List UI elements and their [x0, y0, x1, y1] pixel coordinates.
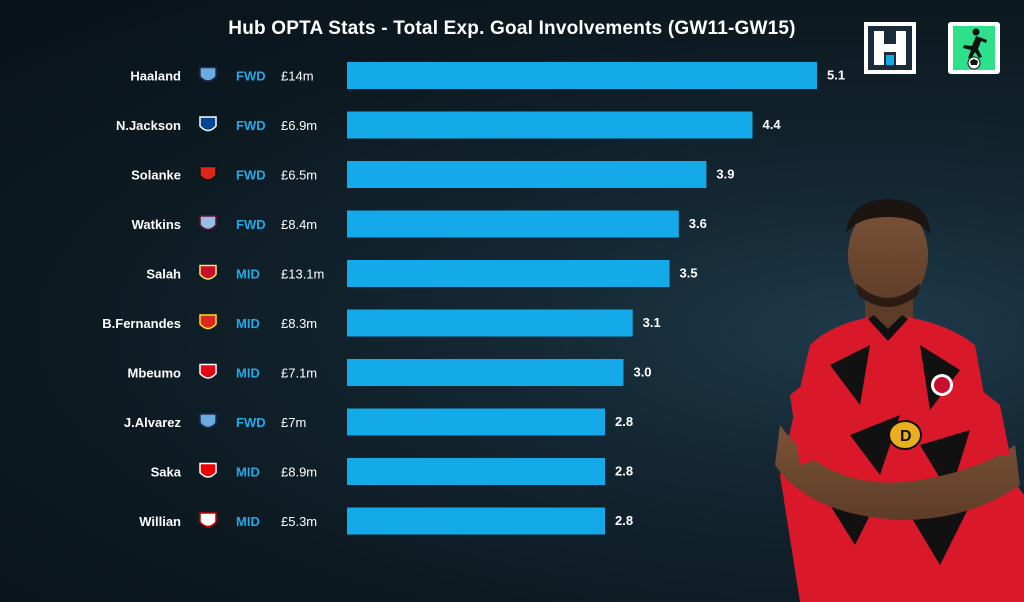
chart-title: Hub OPTA Stats - Total Exp. Goal Involve…: [228, 18, 796, 39]
value-label: 3.5: [680, 266, 698, 281]
bar: [347, 161, 707, 188]
bar: [347, 111, 753, 139]
bar: [347, 62, 817, 89]
ff-logo-icon: [948, 22, 1000, 74]
position-label: MID: [236, 465, 260, 480]
brentford-badge-icon: [199, 363, 217, 379]
man-utd-badge-icon: [199, 314, 217, 330]
bar: [347, 210, 679, 238]
bar: [347, 359, 624, 386]
hub-logo-icon: [864, 22, 916, 74]
aston-villa-badge-icon: [199, 215, 217, 231]
position-label: MID: [236, 316, 260, 331]
position-label: FWD: [236, 168, 266, 183]
player-name-label: Haaland: [130, 69, 181, 84]
value-label: 3.6: [689, 216, 707, 231]
position-label: FWD: [236, 415, 266, 430]
svg-text:D: D: [900, 428, 912, 445]
player-name-label: Watkins: [132, 217, 181, 232]
position-label: MID: [236, 366, 260, 381]
fulham-badge-icon: [199, 512, 217, 528]
bar: [347, 458, 606, 485]
position-label: FWD: [236, 217, 266, 232]
value-label: 5.1: [827, 68, 845, 83]
value-label: 3.0: [633, 365, 651, 380]
position-label: FWD: [236, 118, 266, 133]
price-label: £5.3m: [281, 514, 317, 529]
value-label: 3.9: [716, 167, 734, 182]
value-label: 3.1: [643, 315, 661, 330]
man-city-badge-icon: [199, 66, 217, 82]
position-label: MID: [236, 267, 260, 282]
liverpool-badge-icon: [199, 264, 217, 280]
value-label: 4.4: [762, 117, 781, 132]
player-name-label: Willian: [139, 514, 181, 529]
player-name-label: Saka: [151, 465, 182, 480]
player-name-label: B.Fernandes: [102, 316, 181, 331]
arsenal-badge-icon: [199, 462, 217, 478]
bar: [347, 507, 606, 535]
value-label: 2.8: [615, 414, 633, 429]
chelsea-badge-icon: [199, 116, 217, 132]
player-name-label: Mbeumo: [128, 366, 182, 381]
player-name-label: Salah: [146, 267, 181, 282]
price-label: £8.3m: [281, 316, 317, 331]
price-label: £13.1m: [281, 267, 324, 282]
player-name-label: Solanke: [131, 168, 181, 183]
bar: [347, 309, 633, 337]
player-photo: D: [775, 199, 1024, 602]
price-label: £7.1m: [281, 366, 317, 381]
player-name-label: N.Jackson: [116, 118, 181, 133]
player-name-label: J.Alvarez: [124, 415, 182, 430]
bournemouth-badge-icon: [199, 165, 217, 181]
man-city-badge-icon: [199, 413, 217, 429]
price-label: £8.9m: [281, 465, 317, 480]
value-label: 2.8: [615, 464, 633, 479]
value-label: 2.8: [615, 513, 633, 528]
position-label: MID: [236, 514, 260, 529]
position-label: FWD: [236, 69, 266, 84]
price-label: £14m: [281, 69, 314, 84]
price-label: £8.4m: [281, 217, 317, 232]
bar: [347, 408, 606, 436]
price-label: £6.5m: [281, 168, 317, 183]
bar: [347, 260, 670, 287]
price-label: £6.9m: [281, 118, 317, 133]
price-label: £7m: [281, 415, 306, 430]
